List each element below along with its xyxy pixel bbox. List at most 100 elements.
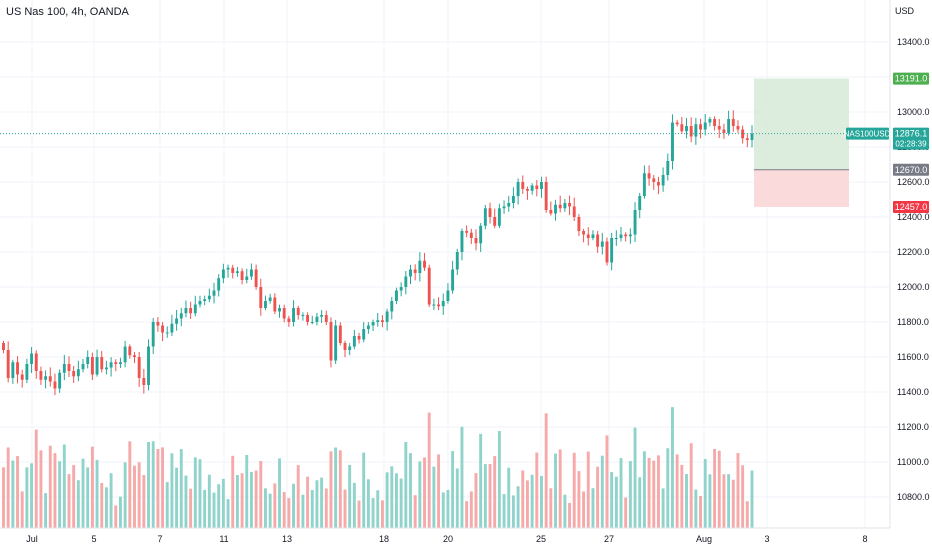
candle-body — [399, 287, 403, 291]
candle-body — [133, 355, 136, 357]
candle-body — [516, 182, 520, 196]
volume-bar — [207, 474, 211, 528]
volume-bar — [20, 491, 24, 528]
y-tick-label: 11800.0 — [897, 317, 929, 327]
currency-label: USD — [895, 6, 915, 16]
candle-body — [591, 234, 595, 238]
y-tick-label: 12600.0 — [897, 177, 930, 187]
price-tags: 13191.0 12670.0 12457.0 12876.102:28:39 NAS1… — [844, 72, 929, 214]
candle-body — [511, 196, 515, 203]
volume-bar — [39, 450, 43, 528]
stop-price-tag: 12457.0 — [895, 202, 928, 212]
volume-bar — [525, 480, 529, 528]
candle-body — [479, 225, 483, 244]
volume-bar — [544, 413, 548, 528]
candle-body — [572, 206, 576, 217]
volume-bar — [745, 501, 749, 528]
volume-bar — [572, 452, 576, 528]
volume-bar — [287, 498, 291, 528]
volume-bar — [591, 488, 595, 528]
candle-body — [385, 311, 389, 322]
candle-body — [245, 276, 249, 280]
candle-body — [221, 269, 225, 279]
volume-bar — [310, 489, 314, 528]
candle-body — [16, 362, 19, 375]
volume-bar — [610, 471, 614, 528]
volume-bar — [352, 482, 356, 528]
volume-bar — [390, 466, 394, 528]
volume-bar — [338, 450, 342, 528]
candle-body — [563, 203, 567, 209]
candle-body — [741, 129, 745, 139]
candle-body — [619, 234, 623, 238]
volume-bar — [76, 480, 80, 528]
candle-body — [282, 308, 286, 319]
candle-body — [671, 122, 674, 161]
volume-bar — [6, 447, 10, 528]
volume-bar — [689, 443, 693, 528]
candle-body — [699, 124, 702, 130]
candle-body — [86, 357, 90, 364]
candle-body — [610, 238, 614, 263]
volume-bar — [147, 441, 150, 528]
candle-body — [628, 234, 632, 237]
volume-bar — [600, 455, 604, 528]
candle-body — [324, 315, 328, 322]
candle-body — [217, 278, 221, 291]
candle-body — [207, 295, 211, 300]
candle-body — [624, 234, 628, 237]
volume-bar — [249, 471, 253, 528]
candle-body — [95, 357, 99, 375]
candle-body — [315, 316, 319, 322]
candle-body — [521, 182, 525, 189]
x-tick-label: Aug — [696, 534, 712, 544]
candle-body — [474, 238, 478, 244]
candle-body — [165, 332, 169, 334]
candle-body — [558, 204, 562, 209]
y-tick-label: 11200.0 — [897, 422, 929, 432]
volume-bar — [273, 483, 277, 528]
candle-body — [170, 323, 174, 333]
candle-body — [240, 271, 244, 280]
volume-bar — [306, 476, 310, 528]
candle-body — [352, 336, 356, 347]
volume-bar — [680, 464, 684, 528]
candle-body — [713, 119, 717, 126]
candle-body — [25, 364, 29, 380]
volume-bar — [296, 465, 300, 528]
volume-bar — [161, 447, 165, 528]
volume-bar — [488, 464, 492, 528]
candle-body — [745, 138, 749, 140]
candle-body — [446, 290, 450, 301]
volume-bar — [292, 483, 295, 528]
volume-bar — [703, 458, 707, 528]
volume-bar — [371, 498, 375, 528]
symbol-title[interactable]: US Nas 100, 4h, OANDA — [6, 6, 129, 18]
volume-bar — [268, 493, 272, 528]
candle-body — [268, 297, 272, 301]
candle-body — [278, 308, 281, 312]
y-tick-label: 13400.0 — [897, 37, 930, 47]
volume-bar — [109, 473, 113, 528]
candle-body — [175, 318, 179, 324]
volume-bar — [114, 505, 118, 528]
volume-bar — [563, 494, 567, 528]
candle-body — [432, 304, 436, 306]
volume-bar — [395, 473, 398, 528]
volume-bar — [409, 453, 412, 528]
volume-bar — [240, 473, 244, 528]
candle-body — [137, 357, 141, 378]
volume-bar — [34, 429, 38, 528]
volume-bar — [502, 494, 506, 528]
volume-bar — [661, 488, 665, 528]
volume-bar — [189, 488, 193, 528]
candle-body — [235, 271, 239, 273]
candle-body — [708, 119, 712, 123]
candle-body — [123, 346, 127, 363]
candle-body — [189, 308, 193, 314]
candles — [2, 110, 754, 396]
volume-bar — [469, 491, 473, 528]
volume-bar — [235, 475, 239, 528]
